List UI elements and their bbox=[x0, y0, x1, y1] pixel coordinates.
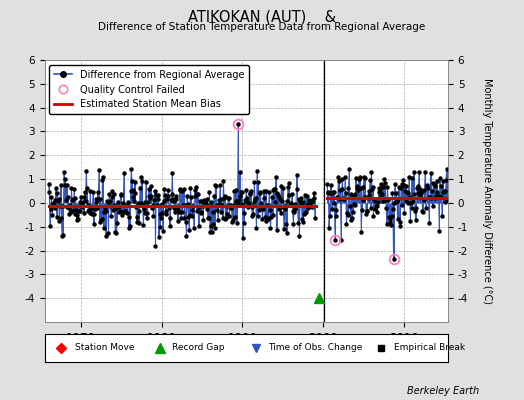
Text: Difference of Station Temperature Data from Regional Average: Difference of Station Temperature Data f… bbox=[99, 22, 425, 32]
Text: ATIKOKAN (AUT)    &: ATIKOKAN (AUT) & bbox=[188, 10, 336, 25]
Y-axis label: Monthly Temperature Anomaly Difference (°C): Monthly Temperature Anomaly Difference (… bbox=[482, 78, 492, 304]
Text: Record Gap: Record Gap bbox=[172, 344, 224, 352]
Text: Time of Obs. Change: Time of Obs. Change bbox=[268, 344, 363, 352]
Text: Empirical Break: Empirical Break bbox=[394, 344, 465, 352]
Text: Station Move: Station Move bbox=[75, 344, 134, 352]
Text: Berkeley Earth: Berkeley Earth bbox=[407, 386, 479, 396]
Legend: Difference from Regional Average, Quality Control Failed, Estimated Station Mean: Difference from Regional Average, Qualit… bbox=[49, 65, 249, 114]
